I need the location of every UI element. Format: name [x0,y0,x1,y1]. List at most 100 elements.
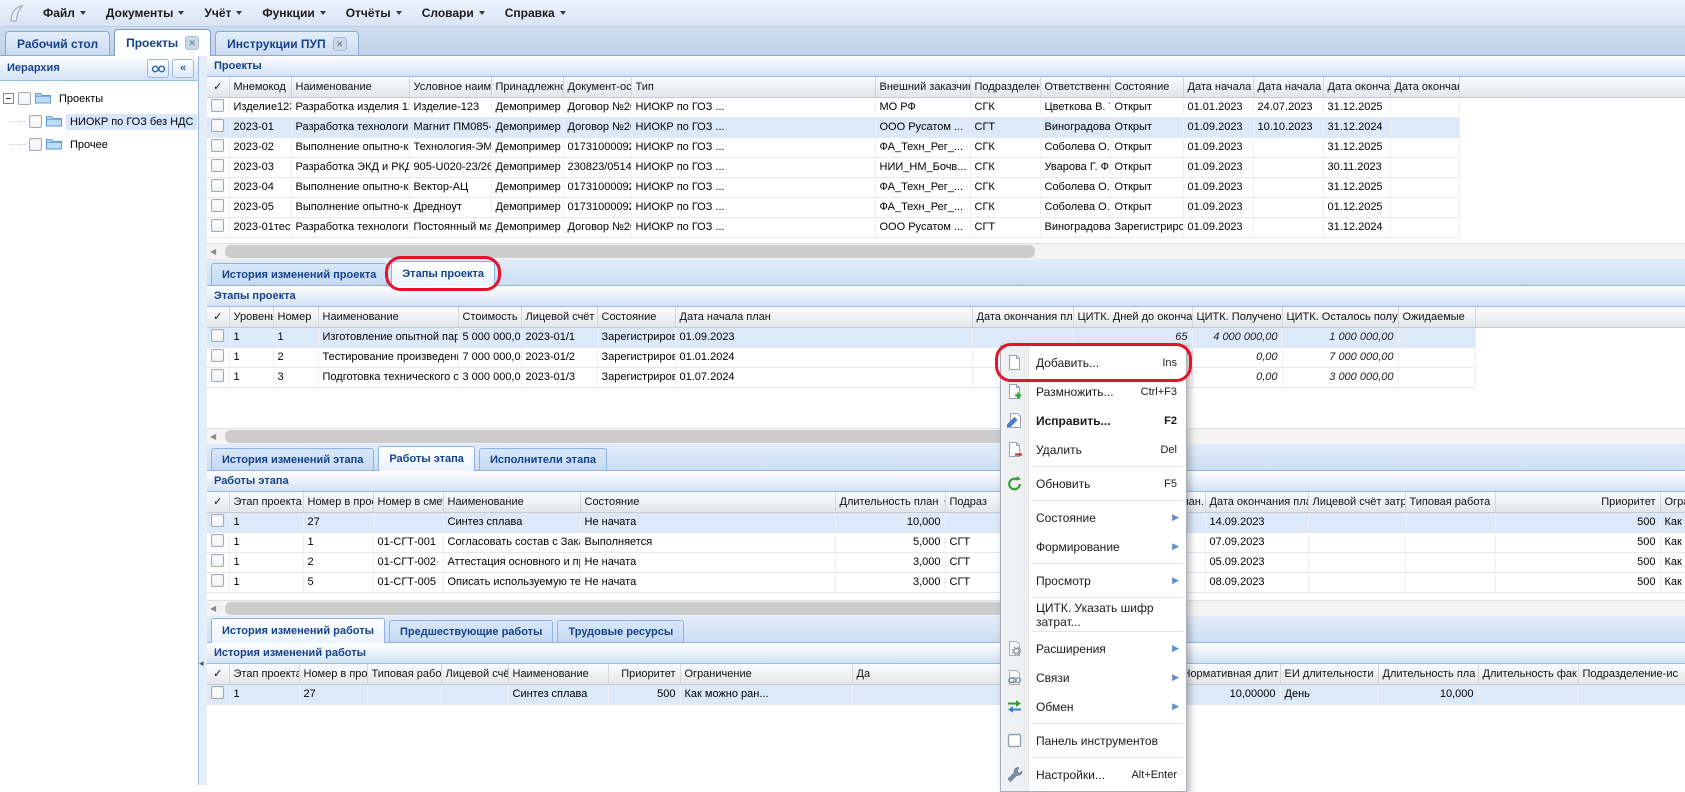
column-header[interactable]: Лицевой счёт затрат. [521,307,598,328]
column-header[interactable]: Дата окончания план [972,307,1074,328]
column-header[interactable]: ЦИТК. Дней до окончания [1073,307,1193,328]
sidebar-splitter[interactable]: ◂ [199,56,207,785]
column-header[interactable]: Дата окончания ф [1390,77,1460,98]
row-checkbox[interactable] [211,99,225,112]
column-header[interactable]: Этап проекта [229,664,300,685]
column-header[interactable]: Уровень [229,307,274,328]
column-header[interactable]: Приоритет [1495,492,1661,513]
column-header[interactable]: Наименование [291,77,410,98]
tab-stage-works[interactable]: Работы этапа [378,446,475,471]
row-checkbox[interactable] [211,199,225,212]
column-header[interactable]: Номер [273,307,319,328]
row-checkbox[interactable] [211,139,225,152]
menu-dictionaries[interactable]: Словари [413,2,496,24]
column-header[interactable]: Состояние [597,307,676,328]
column-header[interactable]: Принадлежность [491,77,564,98]
menu-reports[interactable]: Отчёты [337,2,413,24]
select-all-header[interactable]: ✓ [207,307,230,328]
context-menu-item-exchange[interactable]: Обмен ▶ [1001,692,1186,721]
column-header[interactable]: Ограничение [1660,492,1685,513]
select-all-header[interactable]: ✓ [207,492,230,513]
tab-project-history[interactable]: История изменений проекта [211,263,388,285]
column-header[interactable]: Наименование [508,664,609,685]
column-header[interactable]: Дата окончания план [1205,492,1309,513]
column-header[interactable]: Условное наименова [409,77,492,98]
context-menu-item-toolbar-toggle[interactable]: Панель инструментов [1001,726,1186,755]
column-header[interactable]: Состояние [1110,77,1184,98]
context-menu-item-state[interactable]: Состояние ▶ [1036,510,1179,525]
context-menu-item-formation[interactable]: Формирование ▶ [1036,539,1179,554]
row-checkbox[interactable] [211,349,225,362]
tab-stage-executors[interactable]: Исполнители этапа [478,448,607,470]
context-menu-item-extensions[interactable]: Расширения ▶ [1001,634,1186,663]
context-menu-item-view[interactable]: Просмотр ▶ [1036,573,1179,588]
column-header[interactable]: Дата начала факт. [1253,77,1324,98]
node-checkbox[interactable] [29,115,42,128]
column-header[interactable]: Тип [631,77,876,98]
splitter-collapse-icon[interactable]: ◂ [199,658,204,668]
tab-project-stages[interactable]: Этапы проекта [391,261,495,286]
row-checkbox[interactable] [211,119,225,132]
column-header[interactable]: ЦИТК. Осталось получить д/с [1282,307,1399,328]
column-header[interactable]: Номер в проекте [303,492,374,513]
scroll-left-icon[interactable]: ◀ [210,432,217,441]
close-icon[interactable]: ✕ [185,36,200,50]
column-header[interactable]: Дата окончания пл [1323,77,1391,98]
row-checkbox[interactable] [211,329,225,342]
column-header[interactable]: Внешний заказчик [875,77,971,98]
node-checkbox[interactable] [29,138,42,151]
column-header[interactable]: Типовая работа [367,664,442,685]
scroll-left-icon[interactable]: ◀ [210,247,217,256]
collapse-node-icon[interactable] [3,93,14,104]
context-menu-item-citk-code[interactable]: ЦИТК. Указать шифр затрат... [1036,600,1154,629]
table-row[interactable]: Изделие123 Разработка изделия 123 Изделие-… [207,97,1460,118]
column-header[interactable]: Длительность пла [1378,664,1479,685]
context-menu-item-edit[interactable]: Исправить... F2 [1001,406,1186,435]
tree-node-projects[interactable]: Проекты [3,87,195,110]
tab-labor-resources[interactable]: Трудовые ресурсы [557,620,685,642]
tree-node-other[interactable]: Прочее [3,133,195,156]
column-header[interactable]: Длительность план▼ [835,492,946,513]
column-header[interactable]: Типовая работа [1405,492,1496,513]
horizontal-scrollbar[interactable]: ◀ [207,600,1685,616]
menu-documents[interactable]: Документы [97,2,195,24]
select-all-header[interactable]: ✓ [207,77,230,98]
context-menu-item-add[interactable]: Добавить... Ins [1001,348,1186,377]
column-header[interactable]: Номер в проекте [299,664,368,685]
column-header[interactable]: Нормативная длит [1178,664,1281,685]
node-checkbox[interactable] [18,92,31,105]
horizontal-scrollbar[interactable]: ◀ [207,428,1685,444]
close-icon[interactable]: ✕ [332,36,347,51]
column-header[interactable]: Длительность фак [1478,664,1579,685]
scrollbar-thumb[interactable] [225,602,1035,615]
collapse-panel-icon[interactable]: « [172,58,194,78]
column-header[interactable]: Ожидаемые [1398,307,1476,328]
column-header[interactable]: Номер в смете [373,492,444,513]
menu-help[interactable]: Справка [496,2,577,24]
column-header[interactable]: Ответственный [1040,77,1111,98]
context-menu-item-settings[interactable]: Настройки... Alt+Enter [1001,760,1186,789]
column-header[interactable]: Наименование [443,492,581,513]
row-checkbox[interactable] [211,369,225,382]
tab-desktop[interactable]: Рабочий стол [5,31,111,55]
column-header[interactable]: Этап проекта [229,492,304,513]
row-checkbox[interactable] [211,514,225,527]
column-header[interactable]: Документ-основан [563,77,632,98]
row-checkbox[interactable] [211,554,225,567]
column-header[interactable]: Наименование [318,307,459,328]
row-checkbox[interactable] [211,686,225,699]
select-all-header[interactable]: ✓ [207,664,230,685]
context-menu-item-delete[interactable]: Удалить Del [1001,435,1186,464]
tab-stage-history[interactable]: История изменений этапа [211,448,375,470]
row-checkbox[interactable] [211,159,225,172]
column-header[interactable]: Подразделение-ис [1578,664,1685,685]
